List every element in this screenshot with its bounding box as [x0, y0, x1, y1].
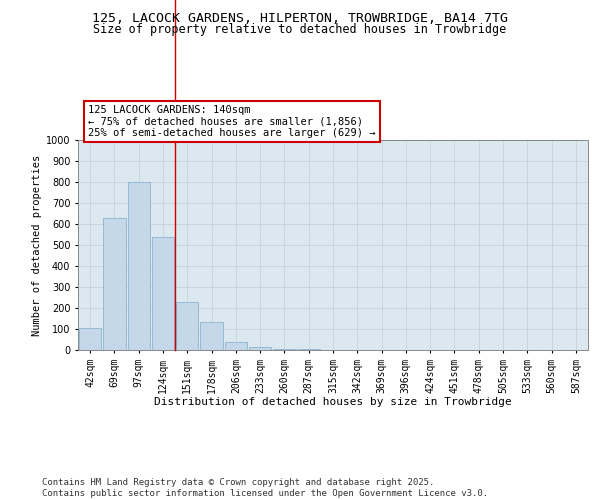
Bar [176, 302, 199, 350]
Bar [200, 322, 223, 350]
Y-axis label: Number of detached properties: Number of detached properties [32, 154, 41, 336]
X-axis label: Distribution of detached houses by size in Trowbridge: Distribution of detached houses by size … [154, 397, 512, 407]
Text: 125 LACOCK GARDENS: 140sqm
← 75% of detached houses are smaller (1,856)
25% of s: 125 LACOCK GARDENS: 140sqm ← 75% of deta… [88, 104, 376, 138]
Bar [273, 349, 296, 350]
Bar [79, 328, 101, 350]
Bar [249, 348, 271, 350]
Bar [224, 342, 247, 350]
Text: Size of property relative to detached houses in Trowbridge: Size of property relative to detached ho… [94, 22, 506, 36]
Text: Contains HM Land Registry data © Crown copyright and database right 2025.
Contai: Contains HM Land Registry data © Crown c… [42, 478, 488, 498]
Bar [152, 236, 174, 350]
Bar [128, 182, 150, 350]
Text: 125, LACOCK GARDENS, HILPERTON, TROWBRIDGE, BA14 7TG: 125, LACOCK GARDENS, HILPERTON, TROWBRID… [92, 12, 508, 26]
Bar [103, 218, 125, 350]
Bar [298, 349, 320, 350]
